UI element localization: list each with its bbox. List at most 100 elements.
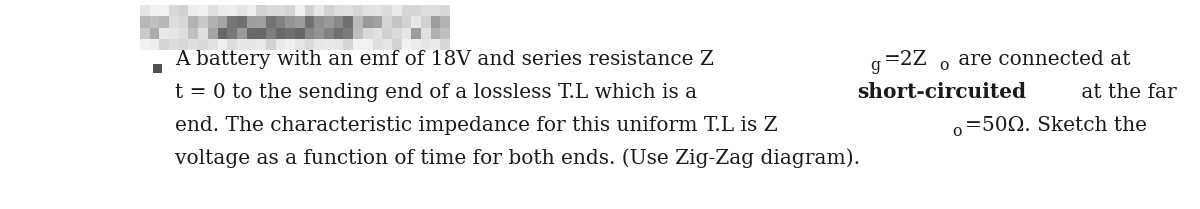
Bar xyxy=(421,5,431,16)
Bar xyxy=(343,39,353,50)
Bar xyxy=(305,39,314,50)
Bar xyxy=(257,39,266,50)
Bar xyxy=(179,39,188,50)
Bar xyxy=(169,39,179,50)
Bar xyxy=(305,5,314,16)
Bar xyxy=(343,28,353,39)
Bar xyxy=(431,28,440,39)
Bar xyxy=(353,5,362,16)
Bar xyxy=(140,39,150,50)
Bar xyxy=(179,5,188,16)
Bar xyxy=(314,5,324,16)
Bar xyxy=(246,39,257,50)
Bar xyxy=(334,28,343,39)
Bar xyxy=(305,28,314,39)
Text: o: o xyxy=(940,57,949,74)
Bar xyxy=(314,28,324,39)
Bar xyxy=(150,28,160,39)
Bar xyxy=(392,16,402,28)
Bar xyxy=(227,39,236,50)
Bar xyxy=(372,39,382,50)
Bar xyxy=(266,5,276,16)
Bar xyxy=(246,5,257,16)
Bar xyxy=(343,5,353,16)
Bar xyxy=(353,39,362,50)
Bar xyxy=(334,5,343,16)
Bar xyxy=(140,16,150,28)
Bar xyxy=(208,28,217,39)
Bar xyxy=(286,16,295,28)
Bar xyxy=(160,39,169,50)
Bar xyxy=(150,39,160,50)
Bar xyxy=(276,28,286,39)
Bar xyxy=(372,5,382,16)
Bar xyxy=(236,16,246,28)
Bar xyxy=(372,16,382,28)
Bar xyxy=(257,28,266,39)
Bar xyxy=(140,28,150,39)
Bar xyxy=(188,5,198,16)
Bar xyxy=(324,5,334,16)
Bar xyxy=(152,64,162,73)
Bar xyxy=(266,28,276,39)
Bar xyxy=(188,28,198,39)
Bar xyxy=(343,16,353,28)
Bar xyxy=(440,28,450,39)
Bar xyxy=(334,16,343,28)
Bar xyxy=(431,39,440,50)
Bar xyxy=(276,16,286,28)
Bar xyxy=(392,5,402,16)
Bar xyxy=(227,5,236,16)
Bar xyxy=(402,39,412,50)
Bar xyxy=(295,28,305,39)
Text: =2Z: =2Z xyxy=(883,50,928,69)
Bar xyxy=(382,39,392,50)
Bar xyxy=(402,5,412,16)
Bar xyxy=(314,39,324,50)
Bar xyxy=(266,16,276,28)
Text: at the far: at the far xyxy=(1075,83,1177,102)
Bar xyxy=(276,5,286,16)
Bar xyxy=(382,16,392,28)
Bar xyxy=(295,39,305,50)
Text: are connected at: are connected at xyxy=(952,50,1130,69)
Bar xyxy=(217,39,227,50)
Bar xyxy=(276,39,286,50)
Bar xyxy=(421,39,431,50)
Bar xyxy=(402,28,412,39)
Text: voltage as a function of time for both ends. (Use Zig-Zag diagram).: voltage as a function of time for both e… xyxy=(175,148,860,168)
Bar xyxy=(257,16,266,28)
Bar xyxy=(334,39,343,50)
Bar xyxy=(208,16,217,28)
Bar xyxy=(412,39,421,50)
Bar xyxy=(227,16,236,28)
Bar xyxy=(421,28,431,39)
Bar xyxy=(412,16,421,28)
Bar xyxy=(169,5,179,16)
Bar xyxy=(295,16,305,28)
Bar xyxy=(198,28,208,39)
Bar xyxy=(179,28,188,39)
Bar xyxy=(150,16,160,28)
Bar xyxy=(266,39,276,50)
Bar xyxy=(431,16,440,28)
Bar xyxy=(160,5,169,16)
Bar xyxy=(382,5,392,16)
Bar xyxy=(286,28,295,39)
Bar xyxy=(246,16,257,28)
Bar xyxy=(324,28,334,39)
Bar xyxy=(208,39,217,50)
Bar xyxy=(150,5,160,16)
Bar xyxy=(188,39,198,50)
Bar xyxy=(392,39,402,50)
Bar xyxy=(227,28,236,39)
Bar xyxy=(305,16,314,28)
Bar xyxy=(160,16,169,28)
Bar xyxy=(382,28,392,39)
Bar xyxy=(169,16,179,28)
Text: t = 0 to the sending end of a lossless T.L which is a: t = 0 to the sending end of a lossless T… xyxy=(175,83,703,102)
Bar xyxy=(198,16,208,28)
Bar xyxy=(246,28,257,39)
Bar xyxy=(208,5,217,16)
Bar xyxy=(286,39,295,50)
